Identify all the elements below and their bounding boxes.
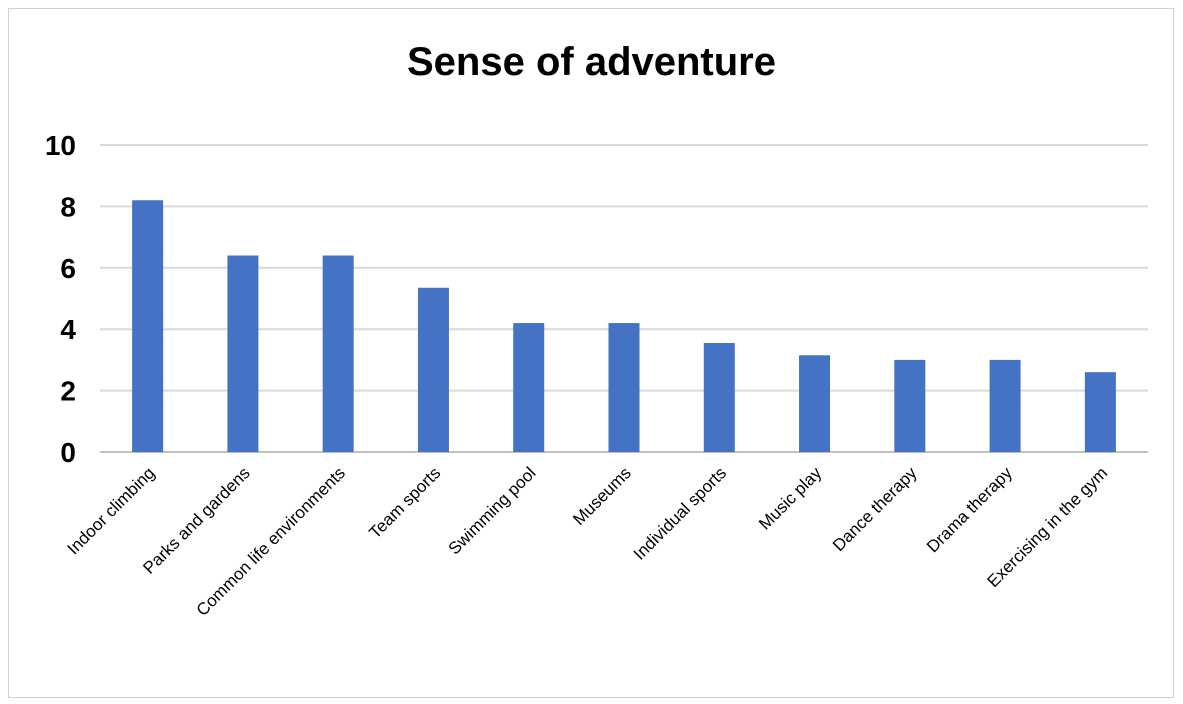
x-category-label: Drama therapy bbox=[923, 463, 1016, 556]
bar bbox=[227, 255, 259, 452]
x-category-label: Parks and gardens bbox=[139, 463, 253, 577]
bar bbox=[132, 200, 164, 452]
x-category-label: Dance therapy bbox=[829, 463, 921, 555]
bar bbox=[703, 343, 735, 452]
bar bbox=[322, 255, 354, 452]
bar bbox=[1084, 372, 1116, 452]
x-category-label: Individual sports bbox=[630, 463, 730, 563]
y-tick-label: 6 bbox=[60, 253, 76, 284]
x-category-label: Museums bbox=[569, 463, 635, 529]
y-tick-label: 4 bbox=[60, 314, 76, 345]
chart-title: Sense of adventure bbox=[406, 40, 776, 84]
y-tick-label: 10 bbox=[45, 130, 76, 161]
bar bbox=[894, 359, 926, 452]
y-tick-label: 2 bbox=[60, 376, 76, 407]
bar bbox=[513, 323, 545, 452]
x-category-label: Swimming pool bbox=[445, 463, 540, 558]
x-category-label: Indoor climbing bbox=[64, 463, 159, 558]
y-tick-label: 0 bbox=[60, 437, 76, 468]
bar bbox=[608, 323, 640, 452]
bars bbox=[132, 200, 1116, 452]
y-tick-label: 8 bbox=[60, 191, 76, 222]
y-axis-ticks: 0 2 4 6 8 10 bbox=[45, 130, 77, 468]
bar bbox=[799, 355, 831, 452]
x-category-label: Music play bbox=[755, 463, 826, 534]
bar bbox=[417, 287, 449, 452]
x-category-label: Team sports bbox=[365, 463, 444, 542]
chart-frame bbox=[8, 8, 1174, 698]
bar bbox=[989, 359, 1021, 452]
